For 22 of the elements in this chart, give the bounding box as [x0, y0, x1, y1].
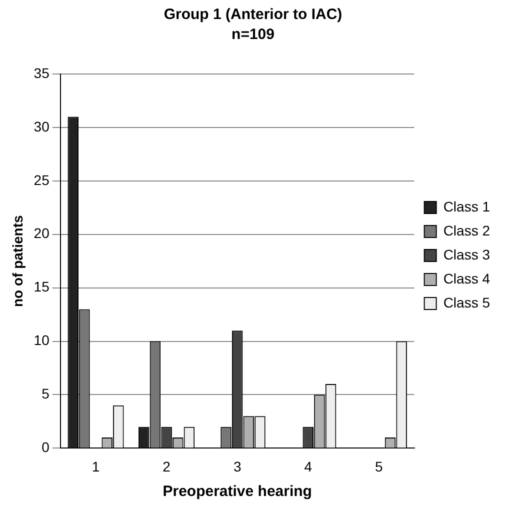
y-tick-label: 0	[42, 439, 50, 456]
chart-subtitle: n=109	[232, 26, 274, 44]
y-axis-title: no of patients	[9, 215, 26, 307]
legend-label: Class 4	[443, 270, 490, 286]
legend-label: Class 1	[443, 198, 490, 214]
y-tick-label: 20	[34, 225, 50, 242]
legend-label: Class 2	[443, 222, 490, 238]
x-tick-label: 1	[92, 458, 100, 474]
x-tick-label: 5	[375, 458, 384, 474]
y-tick-label: 15	[34, 278, 50, 295]
y-tick-label: 30	[34, 118, 50, 134]
x-tick-label: 3	[233, 458, 242, 474]
legend-label: Class 3	[443, 246, 490, 262]
y-tick-label: 5	[42, 386, 50, 402]
x-tick-label: 4	[304, 458, 312, 474]
chart-title: Group 1 (Anterior to IAC)	[164, 6, 342, 24]
x-axis-title: Preoperative hearing	[162, 483, 312, 500]
x-tick-label: 2	[162, 458, 171, 474]
y-tick-label: 10	[34, 332, 50, 348]
legend-label: Class 5	[443, 294, 490, 310]
y-tick-label: 35	[34, 64, 50, 81]
y-tick-label: 25	[34, 172, 50, 188]
